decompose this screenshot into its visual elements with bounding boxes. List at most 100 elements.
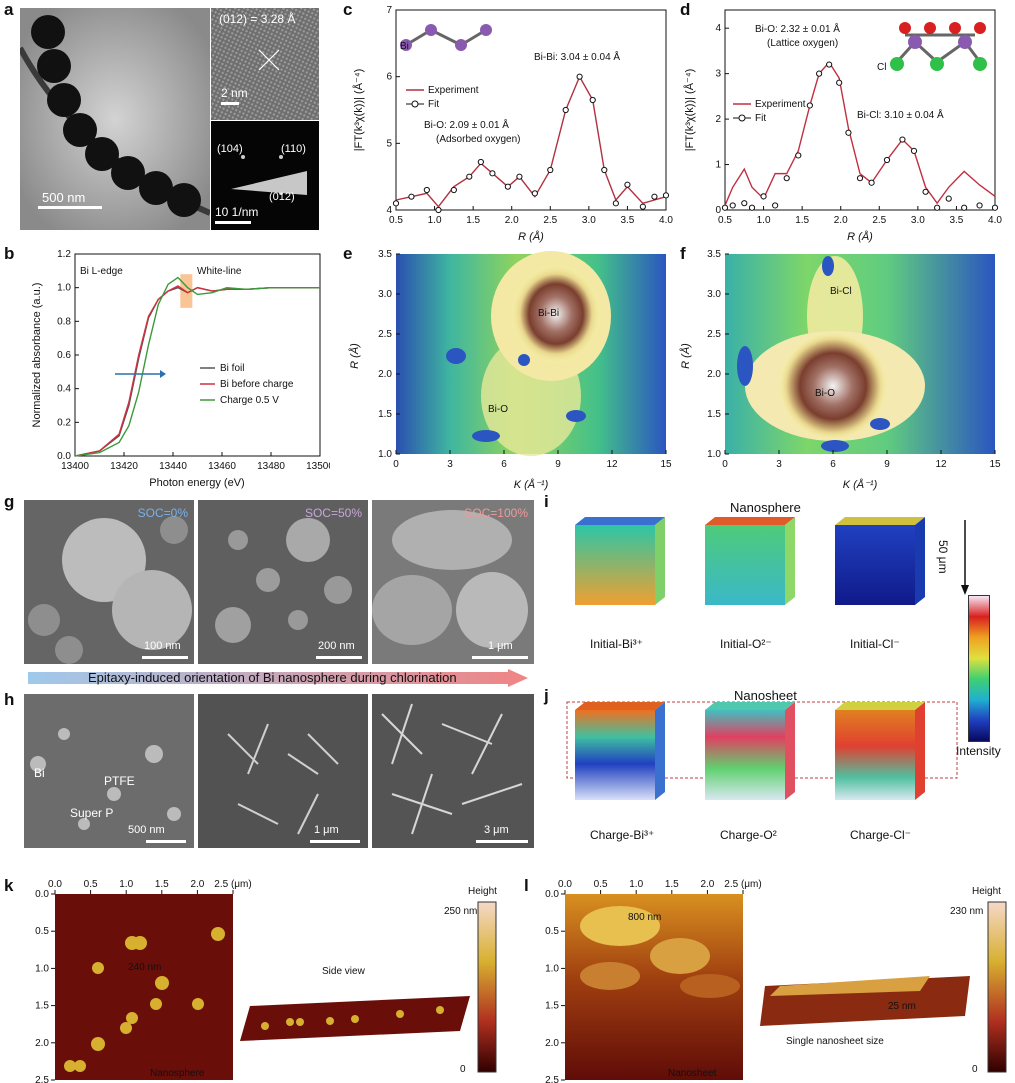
d-xtick-label: 3.5 — [949, 215, 963, 226]
c-point-1 — [651, 193, 658, 200]
c-ytick-label: 4 — [386, 205, 392, 216]
afm-ytick-label: 0.0 — [35, 889, 49, 900]
d-ytick-label: 0 — [715, 205, 721, 216]
afm-ytick-label: 1.0 — [35, 963, 49, 974]
c-xtick-label: 2.5 — [543, 215, 557, 226]
y-axis-label-f: R (Å) — [679, 343, 692, 369]
scale-h1: 500 nm — [128, 824, 165, 836]
c-point-1 — [435, 206, 442, 214]
d-point-1 — [845, 129, 852, 136]
cube-charge-bi — [575, 702, 665, 800]
afm-xtick-label: 2.5 (μm) — [214, 879, 251, 890]
peak-bio-d: Bi-O: 2.32 ± 0.01 Å — [755, 22, 840, 35]
d-ytick-label: 3 — [715, 69, 721, 80]
d-point-1 — [856, 175, 864, 182]
c-point-1 — [639, 203, 646, 210]
height-title-l: Height — [972, 886, 1001, 897]
panel-label-b: b — [4, 244, 15, 263]
legend-fit-c: Fit — [428, 99, 439, 110]
d-point-1 — [721, 204, 729, 211]
e-ytick-label: 2.0 — [378, 369, 392, 380]
panel-label-c: c — [343, 0, 353, 19]
contour-label-bicl: Bi-Cl — [830, 286, 852, 297]
legend-bi-before: Bi before charge — [220, 379, 294, 390]
hrtem-image: (012) = 3.28 Å 2 nm — [211, 8, 319, 120]
c-point-1 — [504, 183, 511, 190]
afm-ytick-label: 2.5 — [545, 1075, 559, 1083]
arrow-text: Epitaxy-induced orientation of Bi nanosp… — [88, 670, 457, 685]
peak-bio-c: Bi-O: 2.09 ± 0.01 Å — [424, 118, 509, 131]
d-point-1 — [976, 202, 983, 209]
sem-g3: SOC=100% 1 μm — [372, 500, 534, 664]
saed-image: (104) (110) (012) 10 1/nm — [211, 121, 319, 230]
d-point-1 — [922, 188, 929, 195]
b-ytick-label: 0.2 — [57, 417, 71, 428]
d-point-1 — [806, 102, 813, 109]
d-point-1 — [772, 202, 779, 209]
c-point-1 — [392, 200, 400, 207]
cubes-j — [566, 701, 958, 800]
panel-label-l: l — [524, 876, 529, 895]
d-xtick-label: 2.5 — [872, 215, 886, 226]
legend-experiment-d: Experiment — [755, 99, 806, 110]
x-axis-label-d: R (Å) — [847, 230, 873, 243]
label-ptfe: PTFE — [104, 774, 135, 788]
panel-label-k: k — [4, 876, 14, 895]
d-point-1 — [910, 147, 918, 155]
c-point-1 — [601, 166, 608, 174]
d-point-1 — [945, 195, 952, 202]
legend-b: Bi foil Bi before charge Charge 0.5 V — [200, 363, 294, 406]
d-xtick-label: 4.0 — [988, 215, 1002, 226]
intensity-colorbar — [968, 595, 990, 742]
afm-xtick-label: 0.5 — [594, 879, 608, 890]
cube-initial-bi — [575, 517, 665, 605]
edge-label: Bi L-edge — [80, 266, 123, 277]
afm-xtick-label: 2.0 — [700, 879, 714, 890]
afm-l: 800 nm Nanosheet 0.0 0.5 1.0 1.5 2.0 2.5 (μm)… — [545, 879, 1007, 1083]
c-point-1 — [576, 73, 583, 80]
d-ytick-label: 1 — [715, 160, 721, 171]
scale-g1: 100 nm — [144, 640, 181, 652]
c-series-0 — [395, 75, 667, 208]
c-point-1 — [489, 170, 496, 177]
e-xtick-label: 12 — [606, 459, 618, 470]
f-ytick-label: 2.5 — [707, 329, 721, 340]
caption-initial-bi: Initial-Bi³⁺ — [590, 637, 644, 651]
c-point-1 — [662, 192, 670, 199]
e-xtick-label: 6 — [501, 459, 507, 470]
c-point-1 — [612, 200, 619, 207]
annot-25nm: 25 nm — [888, 1001, 916, 1012]
afm-xtick-label: 0.0 — [48, 879, 62, 890]
y-axis-label-c: |FT(k³χ(k))| (Å⁻⁴) — [352, 69, 365, 152]
tem-nanospheres — [20, 8, 210, 230]
afm-ytick-label: 0.5 — [545, 926, 559, 937]
d-point-1 — [748, 204, 756, 211]
b-ytick-label: 0.8 — [57, 316, 71, 327]
f-xtick-label: 6 — [830, 459, 836, 470]
b-series-0 — [74, 286, 320, 457]
afm-xtick-label: 1.0 — [629, 879, 643, 890]
d-point-1 — [836, 79, 843, 86]
annot-240nm: 240 nm — [128, 962, 161, 973]
panel-label-d: d — [680, 0, 691, 19]
c-point-1 — [516, 173, 523, 180]
contour-f: Bi-Cl Bi-O 0 3 6 9 12 15 1.0 1.5 2.0 2.5 3.0 3.5 K … — [679, 249, 1001, 491]
c-point-1 — [450, 186, 457, 194]
panel-label-j: j — [544, 686, 549, 705]
panel-label-e: e — [343, 244, 353, 263]
b-ytick-label: 1.0 — [57, 283, 71, 294]
c-xtick-label: 3.0 — [582, 215, 596, 226]
d-point-1 — [760, 193, 767, 200]
cube-initial-cl — [835, 517, 925, 605]
caption-charge-o: Charge-O² — [720, 828, 777, 842]
height-max-l: 230 nm — [950, 906, 983, 917]
peak-bicl: Bi-Cl: 3.10 ± 0.04 Å — [857, 108, 944, 121]
height-title-k: Height — [468, 886, 497, 897]
afm-name-k: Nanosphere — [150, 1068, 205, 1079]
contour-e: Bi-Bi Bi-O 0 3 6 9 12 15 1.0 1.5 2.0 2.5 3.0 3.5 K … — [348, 249, 672, 491]
c-point-1 — [624, 181, 631, 188]
contour-label-bio-f: Bi-O — [815, 388, 835, 399]
c-point-1 — [531, 190, 538, 197]
afm-ytick-label: 2.5 — [35, 1075, 49, 1083]
